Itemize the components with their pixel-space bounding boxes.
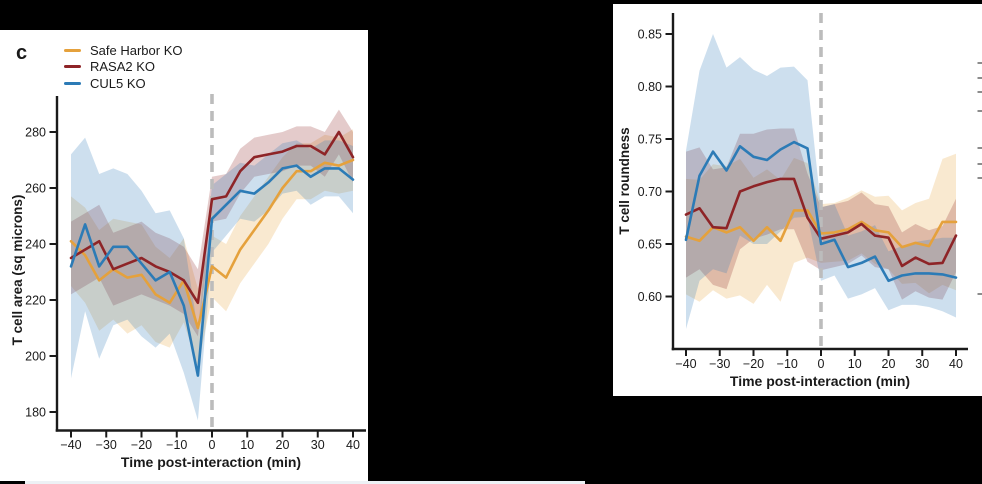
roundness-chart-y-tick-label: 0.85 <box>638 27 662 41</box>
roundness-chart-y-tick-label: 0.80 <box>638 80 662 94</box>
area-chart-line-safe-harbor-ko <box>69 158 355 330</box>
cropped-panel-tick-mark <box>977 163 982 165</box>
area-chart-x-tick-label: 10 <box>240 438 254 452</box>
roundness-chart-x-tick-label: 30 <box>915 357 929 371</box>
roundness-chart-x-tick-label: 40 <box>949 357 963 371</box>
roundness-chart-line-safe-harbor-ko <box>684 209 958 249</box>
cropped-panel-tick-mark <box>977 62 982 64</box>
area-chart-x-tick-label: −30 <box>96 438 117 452</box>
area-chart-x-tick-label: 20 <box>276 438 290 452</box>
legend: Safe Harbor KO RASA2 KO CUL5 KO <box>64 42 183 92</box>
cropped-panel-tick-mark <box>977 91 982 93</box>
legend-label-rasa2: RASA2 KO <box>90 59 156 75</box>
roundness-chart-y-tick-label: 0.60 <box>638 290 662 304</box>
cropped-panel-tick-mark <box>977 147 982 149</box>
roundness-chart-y-axis-title: T cell roundness <box>617 127 632 234</box>
cropped-panel-tick-mark <box>977 110 982 112</box>
cropped-panel-tick-mark <box>977 77 982 79</box>
area-chart-x-tick-label: −10 <box>166 438 187 452</box>
area-chart-y-tick-label: 200 <box>25 349 46 363</box>
area-chart-y-tick-label: 280 <box>25 125 46 139</box>
area-chart-x-tick-label: −20 <box>131 438 152 452</box>
roundness-chart-x-tick-label: −40 <box>675 357 696 371</box>
legend-line-swatch-rasa2 <box>64 65 81 69</box>
area-chart-x-tick-label: 0 <box>209 438 216 452</box>
left-panel-background <box>0 30 368 481</box>
roundness-chart-band-cul5-ko <box>686 34 956 329</box>
legend-line-swatch-cul5 <box>64 81 81 85</box>
legend-line-swatch-safe-harbor <box>64 48 81 52</box>
area-chart-line-rasa2-ko <box>69 130 355 305</box>
roundness-chart-y-tick-label: 0.75 <box>638 132 662 146</box>
area-chart-band-cul5-ko <box>71 137 353 421</box>
panel-label-c: c <box>16 42 28 64</box>
area-chart-x-tick-label: 40 <box>346 438 360 452</box>
cropped-panel-tick-mark <box>977 293 982 295</box>
roundness-chart-band-rasa2-ko <box>686 128 956 300</box>
area-chart-y-tick-label: 180 <box>25 405 46 419</box>
legend-item-cul5-ko: CUL5 KO <box>64 75 183 92</box>
roundness-chart-y-tick-label: 0.70 <box>638 185 662 199</box>
right-panel-background <box>613 4 982 396</box>
cropped-panel-tick-mark <box>977 177 982 179</box>
area-chart-y-tick-label: 220 <box>25 293 46 307</box>
legend-item-safe-harbor-ko: Safe Harbor KO <box>64 42 183 59</box>
roundness-chart-x-tick-label: 0 <box>818 357 825 371</box>
area-chart-x-tick-label: −40 <box>60 438 81 452</box>
roundness-chart-x-tick-label: −20 <box>743 357 764 371</box>
area-chart-y-tick-label: 260 <box>25 181 46 195</box>
legend-label-cul5: CUL5 KO <box>90 75 146 91</box>
roundness-chart-y-tick-label: 0.65 <box>638 237 662 251</box>
area-chart-y-tick-label: 240 <box>25 237 46 251</box>
area-chart-x-tick-label: 30 <box>311 438 325 452</box>
area-chart-y-axis-title: T cell area (sq microns) <box>10 195 25 346</box>
roundness-chart-x-tick-label: −10 <box>777 357 798 371</box>
cropped-panel-edge-strip <box>25 481 585 484</box>
area-chart-line-cul5-ko <box>69 164 355 377</box>
roundness-chart-x-tick-label: 20 <box>882 357 896 371</box>
area-chart-x-axis-title: Time post-interaction (min) <box>121 454 301 470</box>
roundness-chart-line-cul5-ko <box>684 140 958 283</box>
roundness-chart-x-tick-label: −30 <box>709 357 730 371</box>
roundness-chart-x-tick-label: 10 <box>848 357 862 371</box>
legend-label-safe-harbor: Safe Harbor KO <box>90 42 183 58</box>
legend-item-rasa2-ko: RASA2 KO <box>64 59 183 76</box>
roundness-chart-x-axis-title: Time post-interaction (min) <box>730 373 910 389</box>
roundness-chart-band-safe-harbor-ko <box>686 153 956 304</box>
area-chart-band-rasa2-ko <box>71 109 353 337</box>
